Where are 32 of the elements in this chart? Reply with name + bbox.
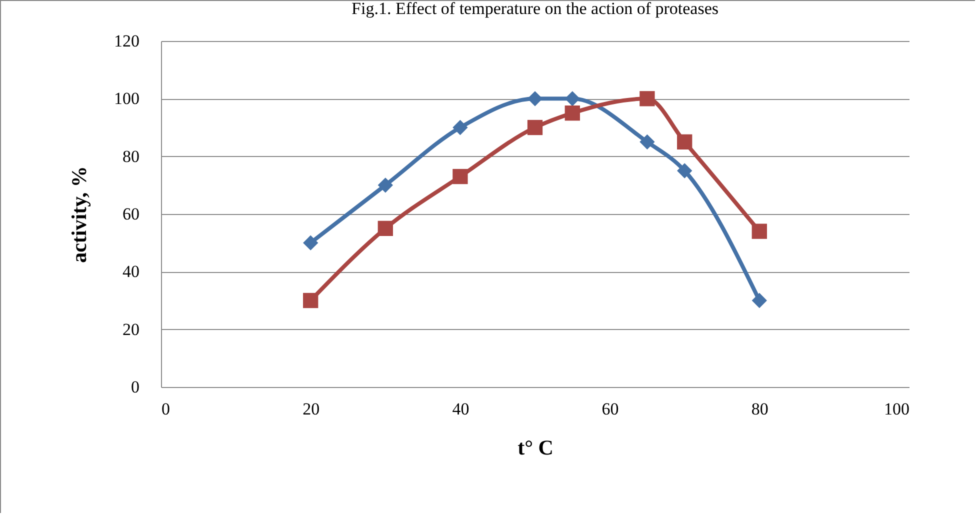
point <box>378 220 393 236</box>
chart-title: Fig.1. Effect of temperature on the action of proteases <box>352 0 718 18</box>
point <box>378 178 393 193</box>
x-tick-label: 80 <box>751 400 768 418</box>
point <box>452 120 468 136</box>
point <box>640 134 655 150</box>
x-tick-label: 100 <box>884 400 910 418</box>
y-tick-label: 100 <box>114 89 140 108</box>
y-tick-label: 0 <box>131 378 140 396</box>
point <box>677 163 692 178</box>
y-axis-title: activity, % <box>67 166 91 263</box>
x-axis-title: t° C <box>518 436 554 460</box>
y-tick-label: 40 <box>122 262 140 282</box>
point <box>303 292 318 308</box>
point <box>564 91 580 106</box>
point <box>303 235 318 250</box>
point <box>527 120 543 136</box>
point <box>752 224 767 239</box>
point <box>564 106 580 121</box>
x-tick-label: 40 <box>452 400 470 418</box>
y-tick-label: 20 <box>122 320 140 339</box>
point <box>677 134 692 150</box>
x-tick-label: 0 <box>162 400 170 418</box>
y-tick-label: 80 <box>122 146 140 166</box>
point <box>527 91 543 106</box>
y-tick-label: 120 <box>114 32 140 50</box>
point <box>640 91 655 106</box>
x-tick-label: 60 <box>602 400 619 418</box>
point <box>752 292 767 308</box>
y-tick-label: 60 <box>122 204 140 224</box>
point <box>452 168 468 184</box>
x-tick-label: 20 <box>302 400 320 418</box>
